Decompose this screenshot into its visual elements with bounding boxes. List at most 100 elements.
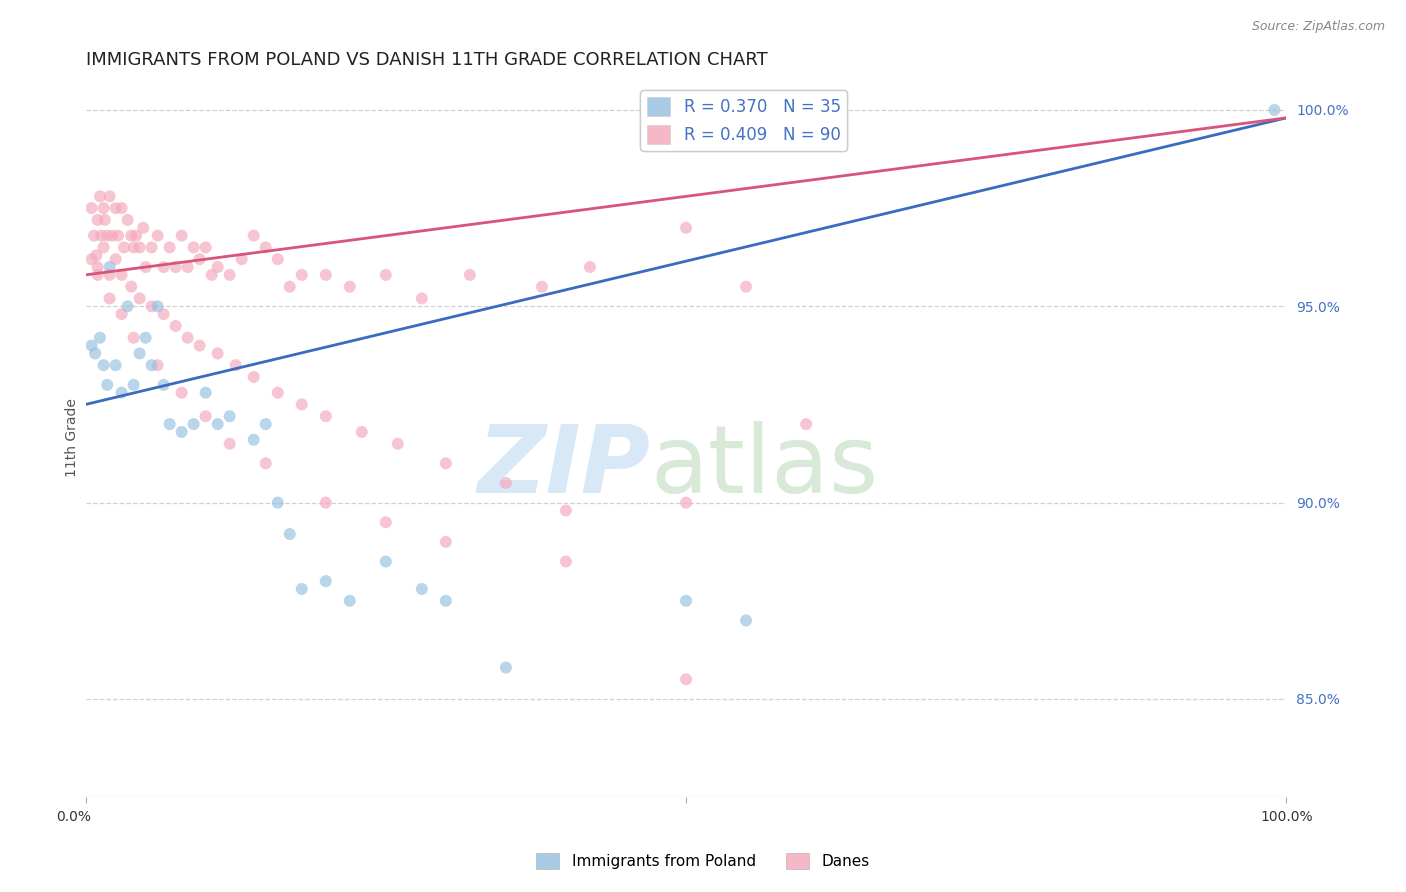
Point [1263,103,1285,117]
Point [117,213,139,227]
Point [98,292,121,306]
Point [675,594,697,608]
Point [135,260,157,274]
Point [339,594,361,608]
Point [194,385,217,400]
Point [267,385,290,400]
Point [315,409,337,424]
Point [231,252,253,267]
Point [242,433,264,447]
Point [122,377,145,392]
Point [94,213,117,227]
Point [176,260,198,274]
Point [125,228,148,243]
Point [80,201,103,215]
Point [530,279,553,293]
Point [93,201,115,215]
Point [254,417,277,431]
Point [434,594,457,608]
Point [225,358,247,372]
Point [242,228,264,243]
Point [120,228,142,243]
Point [128,346,150,360]
Point [675,673,697,687]
Point [122,331,145,345]
Point [176,331,198,345]
Point [104,358,127,372]
Point [579,260,602,274]
Point [278,527,301,541]
Point [128,240,150,254]
Point [86,260,108,274]
Point [278,279,301,293]
Point [86,268,108,282]
Point [201,268,224,282]
Text: Source: ZipAtlas.com: Source: ZipAtlas.com [1251,20,1385,33]
Point [122,240,145,254]
Point [146,299,169,313]
Point [291,582,314,596]
Point [350,425,373,439]
Point [555,555,578,569]
Point [170,228,193,243]
Point [80,252,103,267]
Point [291,397,314,411]
Point [86,248,108,262]
Point [387,436,409,450]
Point [98,268,121,282]
Point [90,228,112,243]
Point [183,417,205,431]
Point [93,240,115,254]
Point [170,425,193,439]
Point [104,252,127,267]
Point [98,260,121,274]
Point [183,240,205,254]
Point [128,292,150,306]
Point [165,318,187,333]
Point [458,268,481,282]
Point [267,495,290,509]
Legend: R = 0.370   N = 35, R = 0.409   N = 90: R = 0.370 N = 35, R = 0.409 N = 90 [640,90,848,151]
Point [165,260,187,274]
Point [254,240,277,254]
Point [411,292,433,306]
Text: atlas: atlas [650,421,879,513]
Point [207,346,229,360]
Point [207,260,229,274]
Point [110,307,132,321]
Point [188,338,211,352]
Point [675,495,697,509]
Point [794,417,817,431]
Point [141,358,163,372]
Legend: Immigrants from Poland, Danes: Immigrants from Poland, Danes [530,847,876,875]
Y-axis label: 11th Grade: 11th Grade [65,399,79,477]
Point [291,268,314,282]
Point [188,252,211,267]
Point [107,228,129,243]
Point [675,220,697,235]
Point [495,475,517,490]
Point [89,189,111,203]
Point [374,555,396,569]
Point [555,503,578,517]
Point [735,279,758,293]
Point [146,228,169,243]
Point [93,358,115,372]
Point [104,201,127,215]
Point [132,220,155,235]
Point [411,582,433,596]
Point [141,240,163,254]
Point [218,409,240,424]
Point [434,456,457,470]
Point [194,409,217,424]
Point [339,279,361,293]
Point [315,495,337,509]
Point [374,268,396,282]
Point [152,377,174,392]
Text: 0.0%: 0.0% [56,810,91,824]
Point [83,228,105,243]
Point [112,240,135,254]
Point [96,228,118,243]
Point [159,240,181,254]
Point [218,268,240,282]
